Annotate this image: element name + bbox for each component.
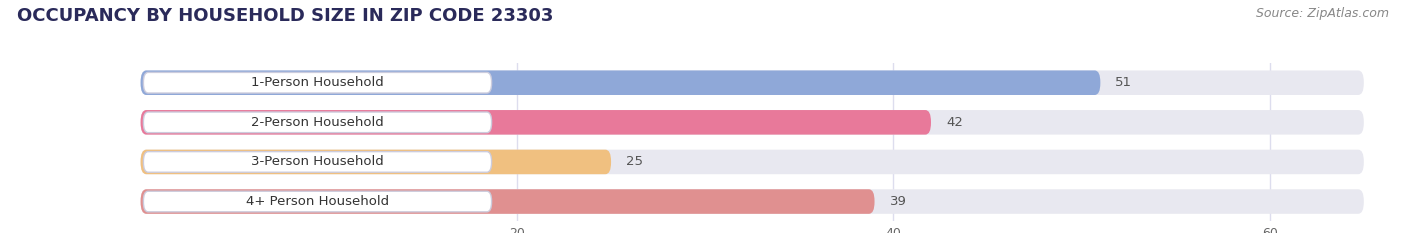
FancyBboxPatch shape [141, 150, 1364, 174]
Text: 2-Person Household: 2-Person Household [252, 116, 384, 129]
FancyBboxPatch shape [143, 72, 492, 93]
FancyBboxPatch shape [141, 110, 1364, 135]
Text: 51: 51 [1115, 76, 1132, 89]
Text: 3-Person Household: 3-Person Household [252, 155, 384, 168]
FancyBboxPatch shape [141, 189, 875, 214]
Text: 42: 42 [946, 116, 963, 129]
Text: 39: 39 [890, 195, 907, 208]
Text: 25: 25 [626, 155, 643, 168]
Text: OCCUPANCY BY HOUSEHOLD SIZE IN ZIP CODE 23303: OCCUPANCY BY HOUSEHOLD SIZE IN ZIP CODE … [17, 7, 553, 25]
Text: 1-Person Household: 1-Person Household [252, 76, 384, 89]
FancyBboxPatch shape [141, 150, 612, 174]
FancyBboxPatch shape [141, 70, 1101, 95]
FancyBboxPatch shape [143, 112, 492, 133]
FancyBboxPatch shape [143, 191, 492, 212]
FancyBboxPatch shape [143, 152, 492, 172]
FancyBboxPatch shape [141, 110, 931, 135]
Text: Source: ZipAtlas.com: Source: ZipAtlas.com [1256, 7, 1389, 20]
Text: 4+ Person Household: 4+ Person Household [246, 195, 389, 208]
FancyBboxPatch shape [141, 189, 1364, 214]
FancyBboxPatch shape [141, 70, 1364, 95]
